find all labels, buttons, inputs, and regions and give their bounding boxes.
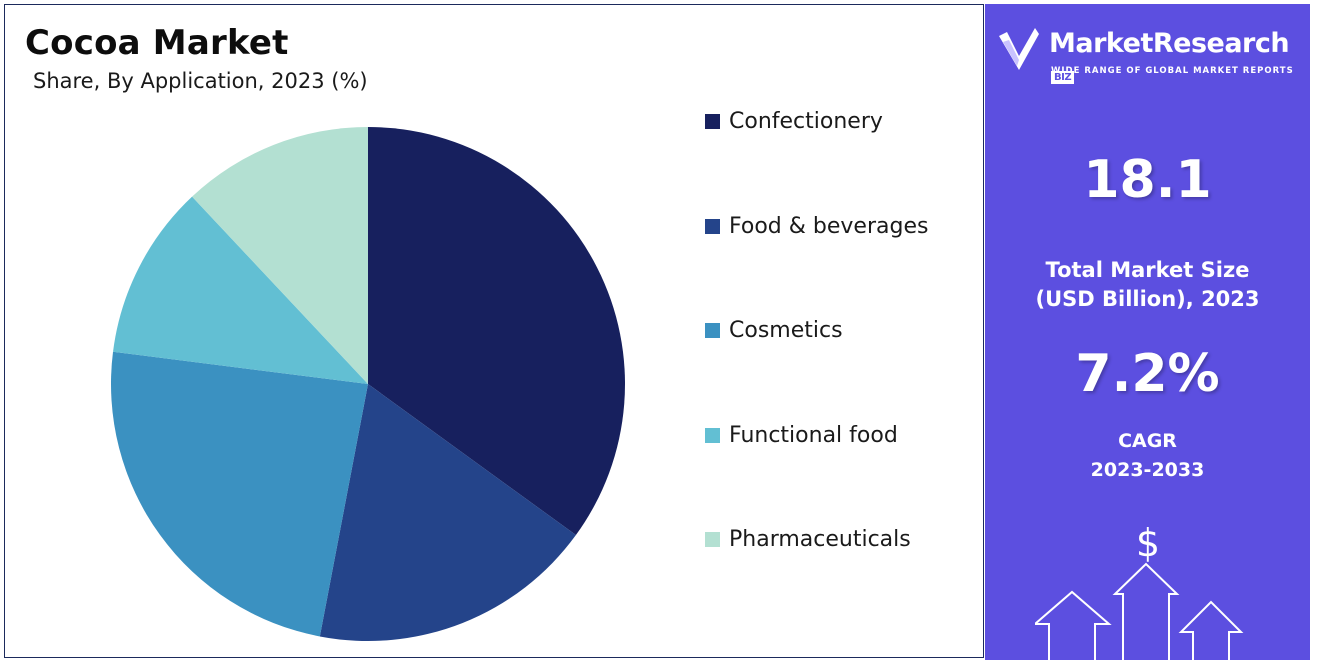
legend-item: Confectionery: [705, 109, 883, 134]
summary-panel: MarketResearch BIZ WIDE RANGE OF GLOBAL M…: [985, 4, 1310, 660]
market-size-value: 18.1: [1083, 150, 1212, 210]
legend-swatch: [705, 427, 720, 443]
brand-name-text: MarketResearch: [1049, 28, 1290, 59]
chart-subtitle: Share, By Application, 2023 (%): [33, 69, 368, 93]
legend-swatch: [705, 218, 720, 234]
chart-title: Cocoa Market: [25, 23, 289, 63]
legend-label: Confectionery: [729, 109, 883, 134]
legend-label: Pharmaceuticals: [729, 527, 911, 552]
pie-slice-functional-food: [113, 196, 368, 384]
brand-badge: BIZ: [1051, 71, 1075, 84]
legend-swatch: [705, 323, 720, 338]
legend-item: Pharmaceuticals: [705, 527, 911, 552]
legend-swatch: [705, 114, 720, 129]
cagr-label: CAGR 2023-2033: [985, 427, 1310, 485]
cagr-value: 7.2%: [1075, 344, 1220, 404]
pie-slice-confectionery: [368, 127, 625, 536]
legend-label: Food & beverages: [729, 213, 929, 239]
market-size-label: Total Market Size (USD Billion), 2023: [985, 256, 1310, 314]
pie-slice-cosmetics: [111, 351, 369, 637]
legend-item: Functional food: [705, 423, 898, 448]
cagr-label-line2: 2023-2033: [1090, 459, 1205, 481]
legend-label: Functional food: [729, 422, 898, 448]
pie-slice-pharmaceuticals: [192, 127, 368, 384]
growth-arrows-icon: $: [1035, 521, 1244, 660]
market-size-label-line1: Total Market Size: [1045, 258, 1250, 282]
brand-name: MarketResearch BIZ: [1049, 28, 1309, 90]
brand-tagline: WIDE RANGE OF GLOBAL MARKET REPORTS: [1051, 66, 1294, 76]
pie-chart: [111, 127, 625, 641]
legend-item: Cosmetics: [705, 318, 843, 343]
brand-logo: MarketResearch BIZ WIDE RANGE OF GLOBAL M…: [997, 26, 1309, 86]
cagr-label-line1: CAGR: [1118, 430, 1177, 452]
market-size-label-line2: (USD Billion), 2023: [1035, 287, 1260, 311]
chart-frame: Cocoa Market Share, By Application, 2023…: [4, 4, 984, 658]
checkmark-logo-icon: [999, 28, 1039, 70]
pie-slice-food-beverages: [319, 384, 576, 641]
legend-item: Food & beverages: [705, 214, 928, 239]
legend-label: Cosmetics: [729, 318, 843, 343]
dollar-sign-icon: $: [1136, 521, 1160, 565]
legend-swatch: [705, 532, 720, 547]
